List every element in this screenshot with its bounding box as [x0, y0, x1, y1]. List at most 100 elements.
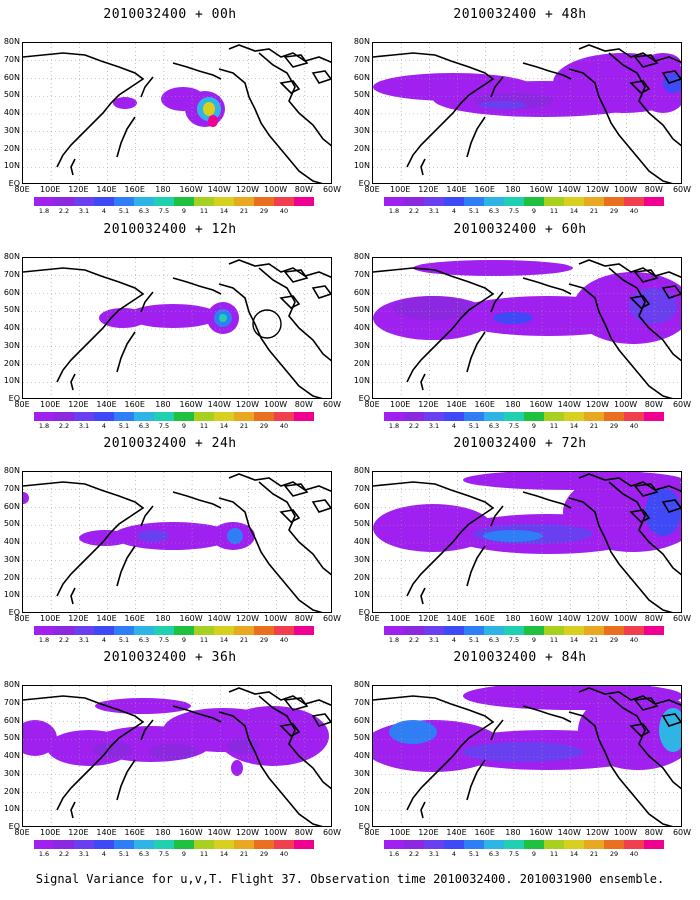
lon-tick-label: 120W — [585, 614, 610, 623]
lon-tick-label: 80E — [364, 185, 380, 194]
colorbar-swatch — [644, 197, 664, 206]
variance-field — [663, 73, 681, 93]
lat-tick-label: 10N — [353, 161, 370, 171]
lon-tick-label: 60W — [322, 400, 342, 409]
coastline — [661, 499, 681, 513]
coastline — [172, 705, 222, 723]
coastline — [578, 259, 681, 279]
colorbar-label: 2.2 — [408, 207, 420, 215]
lon-tick-label: 60W — [322, 614, 342, 623]
colorbar-swatch — [604, 197, 624, 206]
lon-tick-label: 120E — [68, 614, 89, 623]
colorbar-label: 9 — [181, 850, 187, 858]
coastline — [116, 331, 136, 373]
colorbar-label: 29 — [609, 422, 619, 430]
colorbar-swatch — [74, 840, 94, 849]
lon-tick-label: 160E — [124, 400, 145, 409]
colorbar-swatch — [484, 840, 504, 849]
lon-tick-label: 120E — [418, 400, 439, 409]
colorbar-label: 9 — [181, 207, 187, 215]
map-panel: 2010032400 + 00h 80N 70N 60N 50N 40N 30N 20N 10N… — [0, 8, 341, 223]
coastline — [228, 473, 331, 493]
lat-tick-label: 40N — [353, 323, 370, 332]
coastline — [218, 711, 323, 826]
lat-tick-label: EQ — [358, 608, 370, 617]
colorbar-swatch — [524, 840, 544, 849]
colorbar-swatch — [644, 412, 664, 421]
colorbar-label: 2.2 — [58, 850, 70, 858]
lat-tick-label: 70N — [3, 483, 20, 493]
colorbar-swatch — [94, 840, 114, 849]
colorbar-label: 9 — [531, 422, 537, 430]
lat-tick-label: 10N — [353, 376, 370, 386]
colorbar-swatch — [174, 840, 194, 849]
coastline — [629, 509, 651, 523]
colorbar-swatch — [504, 412, 524, 421]
lat-tick-label: 30N — [353, 125, 370, 135]
colorbar-swatch — [94, 412, 114, 421]
map-area — [372, 471, 682, 613]
coastline — [490, 719, 504, 741]
coastline — [568, 283, 673, 398]
lon-tick-label: 120E — [68, 185, 89, 194]
colorbar-swatch — [484, 412, 504, 421]
coastline — [522, 705, 572, 723]
lon-tick-label: 100E — [40, 614, 61, 623]
coastline — [311, 285, 331, 299]
coastline — [279, 295, 301, 309]
colorbar-swatch — [544, 197, 564, 206]
colorbar-label: 9 — [181, 636, 187, 644]
coastline — [608, 695, 681, 790]
variance-field — [227, 528, 243, 544]
lat-tick-label: 50N — [353, 305, 370, 315]
coastline — [490, 505, 504, 527]
map-panel: 2010032400 + 24h 80N 70N 60N 50N 40N 30N 20N 10N… — [0, 437, 342, 652]
coastline — [629, 80, 651, 94]
lon-tick-label: 80E — [14, 614, 30, 623]
lon-tick-label: 140E — [446, 400, 467, 409]
lon-tick-label: 180 — [505, 185, 521, 194]
colorbar-swatch — [524, 412, 544, 421]
variance-field — [463, 742, 583, 762]
coastline — [172, 491, 222, 509]
colorbar-swatch — [94, 197, 114, 206]
map-canvas — [373, 472, 681, 612]
map-panel: 2010032400 + 12h 80N 70N 60N 50N 40N 30N 20N 10N… — [0, 223, 342, 438]
colorbar-swatch — [274, 626, 294, 635]
lat-tick-label: 60N — [3, 287, 20, 297]
lon-tick-label: 100E — [40, 828, 61, 837]
colorbar-swatch — [54, 197, 74, 206]
lat-tick-label: 20N — [3, 572, 20, 582]
colorbar-label: 7.5 — [158, 850, 170, 858]
colorbar-label: 6.3 — [138, 850, 150, 858]
colorbar-label: 14 — [219, 207, 229, 215]
colorbar-swatch — [584, 197, 604, 206]
lat-tick-label: 20N — [3, 143, 20, 153]
colorbar — [34, 412, 314, 421]
lat-tick-label: 20N — [353, 572, 370, 582]
lon-tick-label: 140E — [96, 614, 117, 623]
coastline — [140, 291, 154, 313]
lon-tick-label: 100E — [390, 828, 411, 837]
lon-tick-label: 120W — [235, 400, 260, 409]
lon-tick-label: 140W — [207, 400, 231, 409]
colorbar-label: 7.5 — [508, 422, 520, 430]
colorbar-label: 5.1 — [468, 850, 480, 858]
colorbar-label: 4 — [101, 207, 107, 215]
colorbar-label: 21 — [589, 636, 599, 644]
colorbar-swatch — [194, 626, 214, 635]
lat-tick-label: 10N — [3, 376, 20, 386]
colorbar-label: 29 — [609, 207, 619, 215]
colorbar-swatch — [604, 412, 624, 421]
colorbar-swatch — [194, 840, 214, 849]
lon-tick-label: 160W — [179, 828, 203, 837]
coastline — [373, 481, 495, 597]
map-canvas — [23, 472, 331, 612]
colorbar-label: 6.3 — [488, 850, 500, 858]
lon-tick-label: 80W — [644, 614, 663, 623]
map-panel: 2010032400 + 48h 80N 70N 60N 50N 40N 30N 20N 10N… — [350, 8, 691, 223]
colorbar-swatch — [54, 626, 74, 635]
variance-field — [493, 312, 533, 324]
colorbar-label: 11 — [199, 207, 209, 215]
lon-tick-label: 100W — [614, 828, 638, 837]
